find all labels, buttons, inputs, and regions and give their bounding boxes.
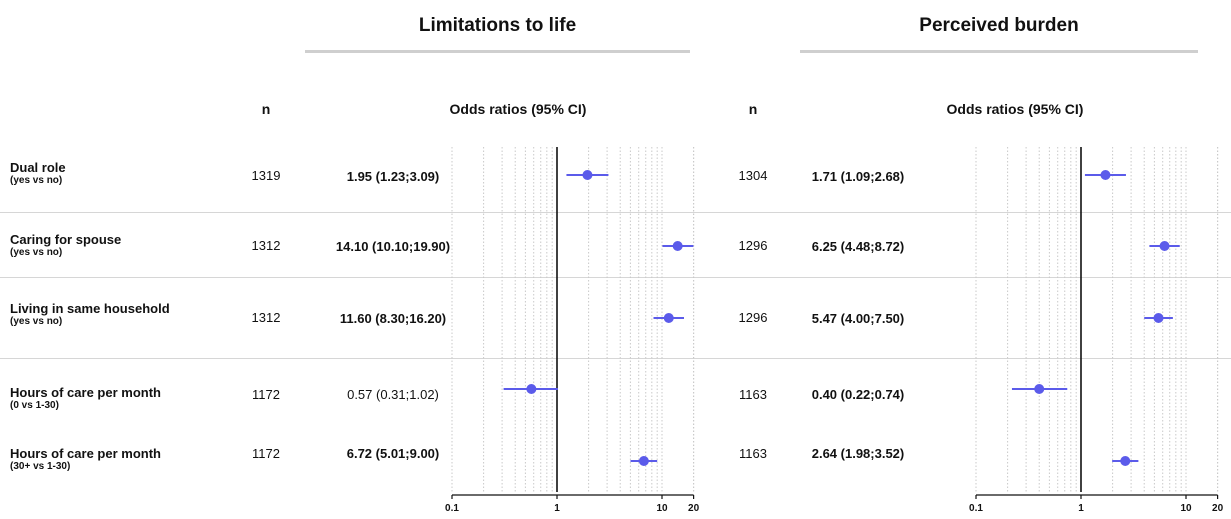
x-tick-label: 10 bbox=[656, 503, 668, 514]
row-label-sub: (yes vs no) bbox=[10, 247, 63, 258]
estimate-point bbox=[663, 313, 674, 323]
estimate-point bbox=[638, 456, 649, 466]
n-value: 1172 bbox=[252, 387, 280, 402]
x-tick-label: 1 bbox=[554, 503, 560, 514]
title-rule-limitations bbox=[305, 50, 690, 53]
row-label-text: Living in same household bbox=[10, 301, 170, 316]
row-label-text: Hours of care per month bbox=[10, 385, 161, 400]
or-header-limitations: Odds ratios (95% CI) bbox=[449, 101, 587, 117]
n-value: 1296 bbox=[738, 310, 768, 325]
or-value: 1.71 (1.09;2.68) bbox=[811, 169, 905, 184]
or-value: 6.25 (4.48;8.72) bbox=[811, 239, 905, 254]
row-label-sub: (30+ vs 1-30) bbox=[10, 461, 71, 472]
n-value: 1319 bbox=[251, 168, 281, 183]
x-tick-label: 10 bbox=[1180, 503, 1192, 514]
x-tick-label: 0.1 bbox=[969, 503, 983, 514]
or-value: 5.47 (4.00;7.50) bbox=[811, 311, 905, 326]
row-label-text: Hours of care per month bbox=[10, 446, 161, 461]
estimate-point bbox=[582, 170, 593, 180]
n-value: 1163 bbox=[739, 446, 767, 461]
n-value: 1312 bbox=[251, 238, 281, 253]
row-label-caring-spouse: Caring for spouse (yes vs no) bbox=[10, 232, 121, 258]
n-value: 1296 bbox=[738, 238, 768, 253]
row-label-sub: (0 vs 1-30) bbox=[10, 400, 59, 411]
estimate-point bbox=[1100, 170, 1111, 180]
x-tick-label: 20 bbox=[1212, 503, 1224, 514]
row-label-sub: (yes vs no) bbox=[10, 175, 63, 186]
panel-title-burden: Perceived burden bbox=[919, 15, 1079, 36]
row-separator bbox=[0, 358, 1231, 359]
n-value: 1304 bbox=[738, 168, 768, 183]
x-tick-label: 0.1 bbox=[445, 503, 459, 514]
estimate-point bbox=[1159, 241, 1170, 251]
row-separator bbox=[0, 277, 1231, 278]
n-header-limitations: n bbox=[261, 101, 271, 117]
row-label-sub: (yes vs no) bbox=[10, 316, 63, 327]
estimate-point bbox=[1034, 384, 1045, 394]
or-value: 0.40 (0.22;0.74) bbox=[811, 387, 905, 402]
or-value: 6.72 (5.01;9.00) bbox=[346, 446, 440, 461]
row-label-same-household: Living in same household (yes vs no) bbox=[10, 301, 170, 327]
row-label-text: Caring for spouse bbox=[10, 232, 122, 247]
row-label-dual-role: Dual role (yes vs no) bbox=[10, 160, 66, 186]
estimate-point bbox=[672, 241, 683, 251]
n-header-burden: n bbox=[748, 101, 758, 117]
n-value: 1163 bbox=[739, 387, 767, 402]
or-value: 0.57 (0.31;1.02) bbox=[347, 387, 439, 402]
row-separator bbox=[0, 212, 1231, 213]
estimate-point bbox=[526, 384, 537, 394]
or-value: 11.60 (8.30;16.20) bbox=[339, 311, 447, 326]
estimate-point bbox=[1153, 313, 1164, 323]
or-value: 2.64 (1.98;3.52) bbox=[811, 446, 905, 461]
n-value: 1312 bbox=[251, 310, 281, 325]
or-value: 1.95 (1.23;3.09) bbox=[346, 169, 440, 184]
row-label-hours-30: Hours of care per month (30+ vs 1-30) bbox=[10, 446, 161, 472]
or-header-burden: Odds ratios (95% CI) bbox=[946, 101, 1084, 117]
n-value: 1172 bbox=[252, 446, 280, 461]
title-rule-burden bbox=[800, 50, 1198, 53]
or-value: 14.10 (10.10;19.90) bbox=[335, 239, 451, 254]
x-tick-label: 20 bbox=[688, 503, 700, 514]
row-label-text: Dual role bbox=[10, 160, 66, 175]
row-label-hours-0: Hours of care per month (0 vs 1-30) bbox=[10, 385, 161, 411]
estimate-point bbox=[1120, 456, 1131, 466]
x-tick-label: 1 bbox=[1078, 503, 1084, 514]
panel-title-limitations: Limitations to life bbox=[418, 15, 577, 36]
